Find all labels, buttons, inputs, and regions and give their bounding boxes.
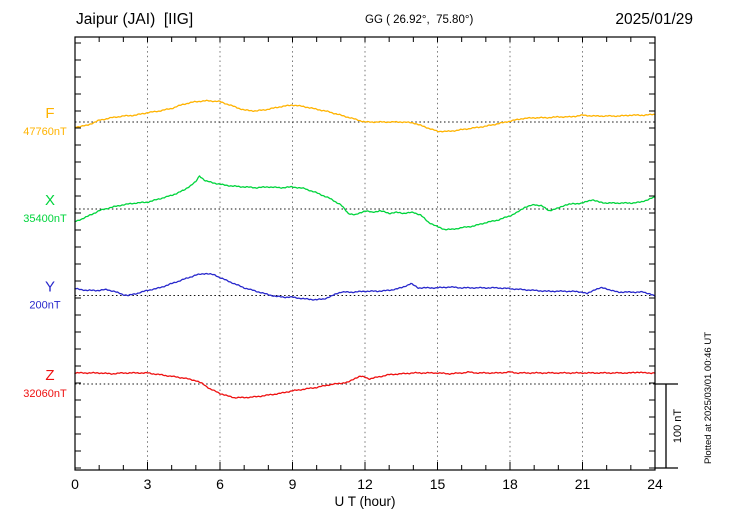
- component-label-Z: Z: [45, 367, 54, 384]
- plotted-at-note: Plotted at 2025/03/01 00:46 UT: [703, 332, 714, 464]
- baseline-value-X: 35400nT: [23, 213, 67, 225]
- trace-Z: [74, 371, 656, 399]
- x-tick-label-15: 15: [430, 476, 446, 492]
- trace-Y: [74, 272, 656, 301]
- baseline-value-F: 47760nT: [23, 126, 67, 138]
- x-tick-label-21: 21: [575, 476, 591, 492]
- baseline-value-Z: 32060nT: [23, 388, 67, 400]
- x-tick-label-24: 24: [647, 476, 663, 492]
- x-tick-label-3: 3: [144, 476, 152, 492]
- x-axis-title: U T (hour): [334, 494, 395, 509]
- component-label-Y: Y: [45, 279, 55, 296]
- component-label-X: X: [45, 192, 55, 209]
- plot-date: 2025/01/29: [615, 11, 693, 28]
- scale-bar: [655, 383, 678, 469]
- trace-F: [74, 99, 656, 133]
- x-tick-label-6: 6: [216, 476, 224, 492]
- baseline-value-Y: 200nT: [29, 300, 60, 312]
- station-title: Jaipur (JAI) [IIG]: [76, 11, 194, 28]
- trace-X: [74, 175, 656, 231]
- x-tick-label-18: 18: [502, 476, 518, 492]
- scale-bar-label: 100 nT: [672, 409, 684, 444]
- x-tick-label-12: 12: [357, 476, 373, 492]
- x-tick-label-0: 0: [71, 476, 79, 492]
- x-tick-label-9: 9: [289, 476, 297, 492]
- geographic-coords: GG ( 26.92°, 75.80°): [365, 14, 474, 26]
- component-label-F: F: [45, 105, 54, 122]
